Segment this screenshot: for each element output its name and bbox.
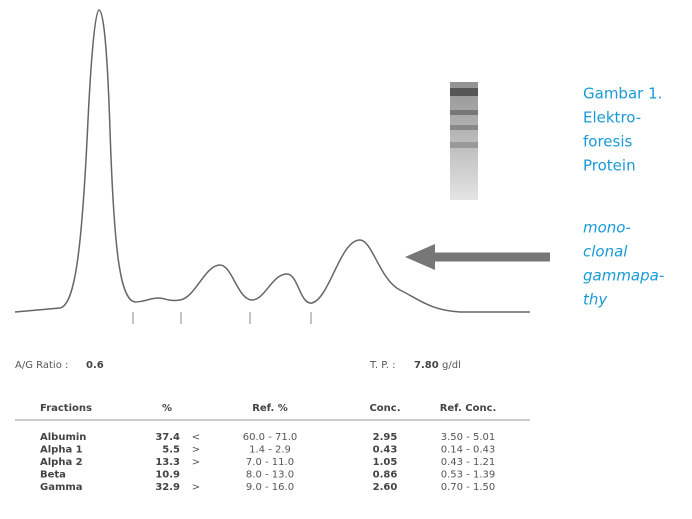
cell-fraction: Gamma bbox=[40, 482, 83, 493]
cell-fraction: Alpha 2 bbox=[40, 457, 83, 468]
cell-ref-percent: 9.0 - 16.0 bbox=[246, 482, 294, 493]
column-header: Ref. % bbox=[252, 403, 288, 414]
arrow bbox=[405, 244, 550, 270]
cell-percent: 32.9 bbox=[155, 482, 180, 493]
cell-ref-percent: 1.4 - 2.9 bbox=[249, 445, 291, 456]
tp-unit: g/dl bbox=[442, 360, 461, 371]
tp-value: 7.80 bbox=[414, 360, 439, 371]
caption-note: gammapa- bbox=[583, 267, 664, 285]
cell-percent: 10.9 bbox=[155, 470, 180, 481]
gel-band bbox=[450, 82, 478, 200]
figure: Gambar 1. Elektro-foresis Protein mono-clon… bbox=[0, 0, 692, 515]
cell-conc: 2.95 bbox=[373, 432, 398, 443]
cell-ref-conc: 3.50 - 5.01 bbox=[441, 432, 496, 443]
cell-conc: 0.43 bbox=[373, 445, 398, 456]
caption-title: Gambar 1. bbox=[583, 85, 662, 103]
caption-title: Elektro- bbox=[583, 109, 641, 127]
cell-conc: 0.86 bbox=[373, 470, 398, 481]
ag-ratio: 0.6 bbox=[86, 360, 104, 371]
column-header: Ref. Conc. bbox=[440, 403, 497, 414]
caption-title: Protein bbox=[583, 157, 636, 175]
column-header: Fractions bbox=[40, 403, 92, 414]
cell-ref-conc: 0.14 - 0.43 bbox=[441, 445, 496, 456]
cell-ref-percent: 60.0 - 71.0 bbox=[243, 432, 298, 443]
column-header: Conc. bbox=[369, 403, 400, 414]
cell-flag: < bbox=[192, 432, 200, 443]
caption-note: thy bbox=[583, 291, 608, 309]
cell-ref-conc: 0.43 - 1.21 bbox=[441, 457, 496, 468]
cell-fraction: Alpha 1 bbox=[40, 445, 83, 456]
cell-percent: 37.4 bbox=[155, 432, 180, 443]
cell-ref-conc: 0.70 - 1.50 bbox=[441, 482, 496, 493]
cell-ref-conc: 0.53 - 1.39 bbox=[441, 470, 496, 481]
cell-conc: 1.05 bbox=[373, 457, 398, 468]
column-header: % bbox=[162, 403, 172, 414]
cell-percent: 5.5 bbox=[162, 445, 180, 456]
cell-fraction: Beta bbox=[40, 470, 66, 481]
cell-flag: > bbox=[192, 482, 200, 493]
cell-flag: > bbox=[192, 445, 200, 456]
ag-ratio-label: A/G Ratio : bbox=[15, 360, 68, 371]
caption: Gambar 1. Elektro-foresis Protein mono-clon… bbox=[583, 85, 664, 309]
cell-percent: 13.3 bbox=[155, 457, 180, 468]
cell-fraction: Albumin bbox=[40, 432, 86, 443]
caption-title: foresis bbox=[583, 133, 633, 151]
cell-conc: 2.60 bbox=[373, 482, 398, 493]
cell-ref-percent: 7.0 - 11.0 bbox=[246, 457, 294, 468]
cell-flag: > bbox=[192, 457, 200, 468]
caption-note: mono- bbox=[583, 219, 631, 237]
tp-label: T. P. : bbox=[369, 360, 395, 371]
cell-ref-percent: 8.0 - 13.0 bbox=[246, 470, 294, 481]
caption-note: clonal bbox=[583, 243, 628, 261]
result-table: A/G Ratio : 0.6 T. P. : 7.80 g/dl Fracti… bbox=[15, 360, 530, 493]
